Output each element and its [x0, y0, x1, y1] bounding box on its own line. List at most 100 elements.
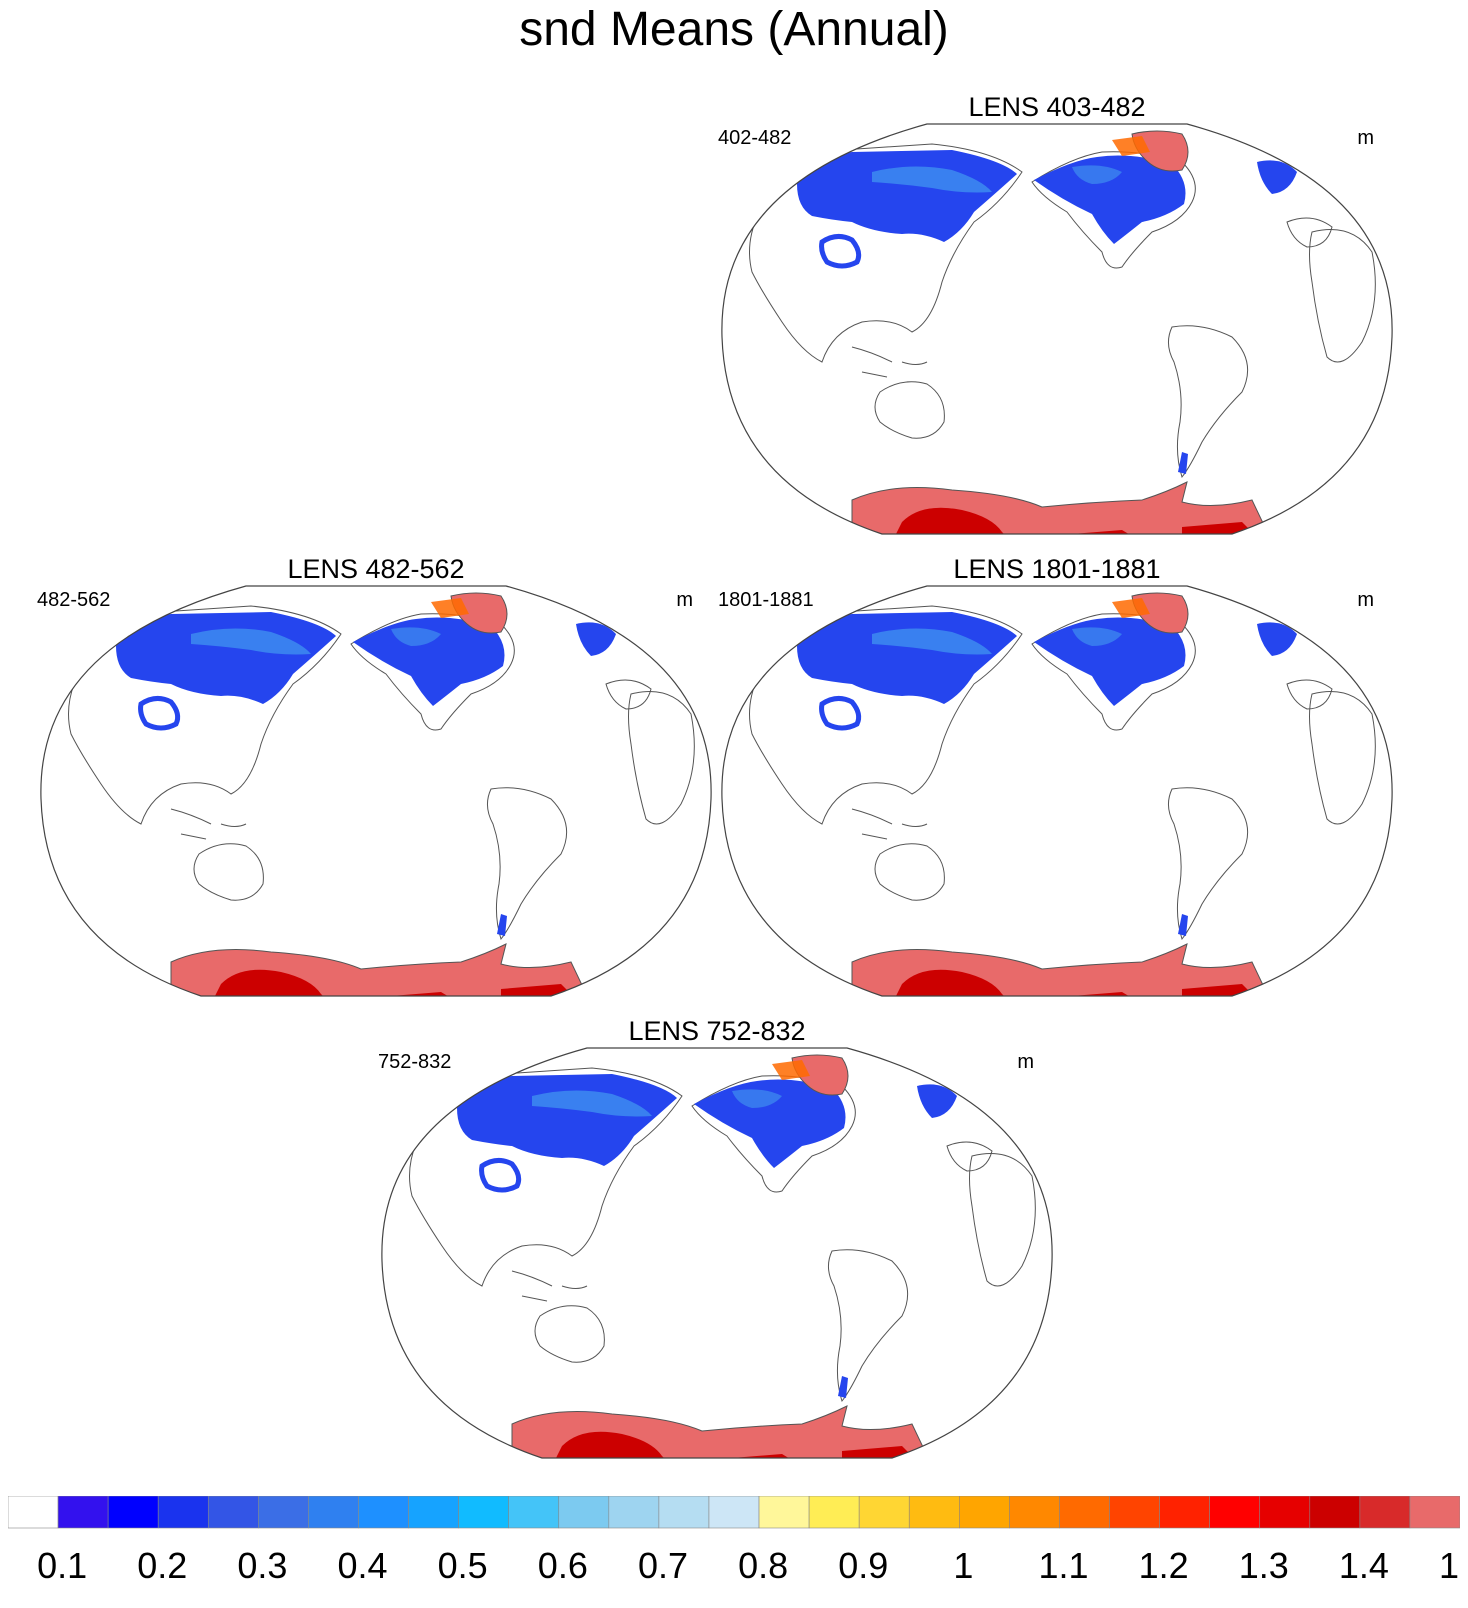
- south-america-coastline: [487, 787, 568, 941]
- antarctica-deep-snow: [1182, 522, 1262, 534]
- colorbar-box: [107, 1496, 159, 1529]
- colorbar-box: [808, 1496, 860, 1529]
- europe-coastline: [946, 1141, 993, 1172]
- europe-coastline: [1286, 679, 1333, 710]
- colorbar-tick-label: 1.3: [1239, 1545, 1289, 1586]
- panel-unit-label: m: [1017, 1051, 1034, 1073]
- colorbar-tick-label: 0.6: [538, 1545, 588, 1586]
- map-panel-4: LENS 752-832 752-832 m: [372, 1016, 1062, 1459]
- eurasia-coastline: [68, 605, 342, 825]
- north-america-coastline: [350, 613, 515, 731]
- south-america-coastline: [1168, 787, 1249, 941]
- colorbar-tick-label: 0.2: [137, 1545, 187, 1586]
- colorbar-box: [1109, 1496, 1160, 1529]
- scandinavia-snow: [1257, 160, 1297, 194]
- colorbar-box: [708, 1496, 760, 1529]
- eurasia-snow-deep: [191, 628, 311, 655]
- panel-unit-label: m: [676, 589, 693, 611]
- greenland-snow: [450, 592, 508, 634]
- eurasia-coastline: [749, 143, 1023, 363]
- antarctica-deep-snow: [381, 992, 461, 996]
- greenland-snow: [1131, 592, 1189, 634]
- antarctica-deep-snow: [1062, 992, 1142, 996]
- north-america-snow: [694, 1079, 846, 1168]
- north-america-coastline: [1031, 613, 1196, 731]
- eurasia-snow: [457, 1074, 677, 1166]
- colorbar-box: [1259, 1496, 1311, 1529]
- eurasia-snow: [797, 612, 1017, 704]
- map-panel-2: LENS 482-562 482-562 m: [31, 554, 721, 997]
- colorbar-box: [1009, 1496, 1060, 1529]
- colorbar-box: [458, 1496, 509, 1529]
- islands-coastline: [511, 1270, 588, 1302]
- north-america-snow: [1034, 617, 1186, 706]
- colorbar-box: [608, 1496, 660, 1529]
- europe-coastline: [605, 679, 652, 710]
- eurasia-coastline: [409, 1067, 683, 1287]
- panel-unit-label: m: [1357, 127, 1374, 149]
- north-america-snow-deep: [1072, 165, 1122, 184]
- australia-coastline: [534, 1305, 605, 1363]
- colorbar-tick-label: 0.1: [37, 1545, 87, 1586]
- colorbar-tick-label: 0.5: [438, 1545, 488, 1586]
- colorbar-box: [207, 1496, 259, 1529]
- antarctica-deep-snow: [722, 1454, 802, 1458]
- colorbar-box: [258, 1496, 309, 1529]
- arctic-islands-snow: [1112, 598, 1150, 618]
- antarctica-deep-snow: [501, 984, 581, 996]
- africa-coastline: [1309, 229, 1376, 363]
- arctic-islands-snow: [772, 1060, 810, 1080]
- map-frame: [40, 585, 712, 997]
- andes-snow: [838, 1376, 848, 1398]
- andes-snow: [1178, 914, 1188, 936]
- panel-title: LENS 403-482: [968, 92, 1146, 122]
- africa-coastline: [1309, 691, 1376, 825]
- islands-coastline: [851, 346, 928, 378]
- eurasia-snow: [116, 612, 336, 704]
- tibet-snow: [819, 234, 862, 269]
- colorbar-box: [558, 1496, 610, 1529]
- map-frame: [381, 1047, 1053, 1459]
- map-content: [68, 592, 695, 996]
- colorbar-tick-label: 1: [953, 1545, 973, 1586]
- europe-coastline: [1286, 217, 1333, 248]
- north-america-coastline: [691, 1075, 856, 1193]
- panel-title: LENS 1801-1881: [953, 554, 1161, 584]
- eurasia-snow-deep: [872, 628, 992, 655]
- africa-coastline: [969, 1153, 1036, 1287]
- map-content: [749, 130, 1376, 534]
- figure-title: snd Means (Annual): [519, 3, 949, 56]
- colorbar-box: [1159, 1496, 1210, 1529]
- north-america-snow-deep: [732, 1089, 782, 1108]
- north-america-snow-deep: [391, 627, 441, 646]
- australia-coastline: [874, 381, 945, 439]
- panel-unit-label: m: [1357, 589, 1374, 611]
- north-america-snow: [1034, 155, 1186, 244]
- colorbar-box: [1209, 1496, 1261, 1529]
- panel-period-label: 482-562: [37, 589, 111, 611]
- colorbar-box: [959, 1496, 1010, 1529]
- panel-period-label: 1801-1881: [718, 589, 814, 611]
- eurasia-coastline: [749, 605, 1023, 825]
- colorbar-tick-label: 0.4: [338, 1545, 388, 1586]
- colorbar-box: [1409, 1496, 1460, 1529]
- panel-title: LENS 482-562: [287, 554, 465, 584]
- colorbar-tick-label: 0.9: [838, 1545, 888, 1586]
- colorbar-tick-label: 0.7: [638, 1545, 688, 1586]
- andes-snow: [497, 914, 507, 936]
- map-panel-3: LENS 1801-1881 1801-1881 m: [712, 554, 1402, 997]
- world-map: [721, 585, 1393, 997]
- colorbar-box: [1359, 1496, 1411, 1529]
- scandinavia-snow: [1257, 622, 1297, 656]
- colorbar-box: [1309, 1496, 1361, 1529]
- panel-title: LENS 752-832: [628, 1016, 806, 1046]
- greenland-snow: [1131, 130, 1189, 172]
- north-america-snow-deep: [1072, 627, 1122, 646]
- panel-period-label: 752-832: [378, 1051, 452, 1073]
- map-panel-1: LENS 403-482 402-482 m: [712, 92, 1402, 535]
- colorbar-box: [358, 1496, 409, 1529]
- map-content: [409, 1054, 1036, 1458]
- islands-coastline: [170, 808, 247, 840]
- eurasia-snow-deep: [532, 1090, 652, 1117]
- south-america-coastline: [1168, 325, 1249, 479]
